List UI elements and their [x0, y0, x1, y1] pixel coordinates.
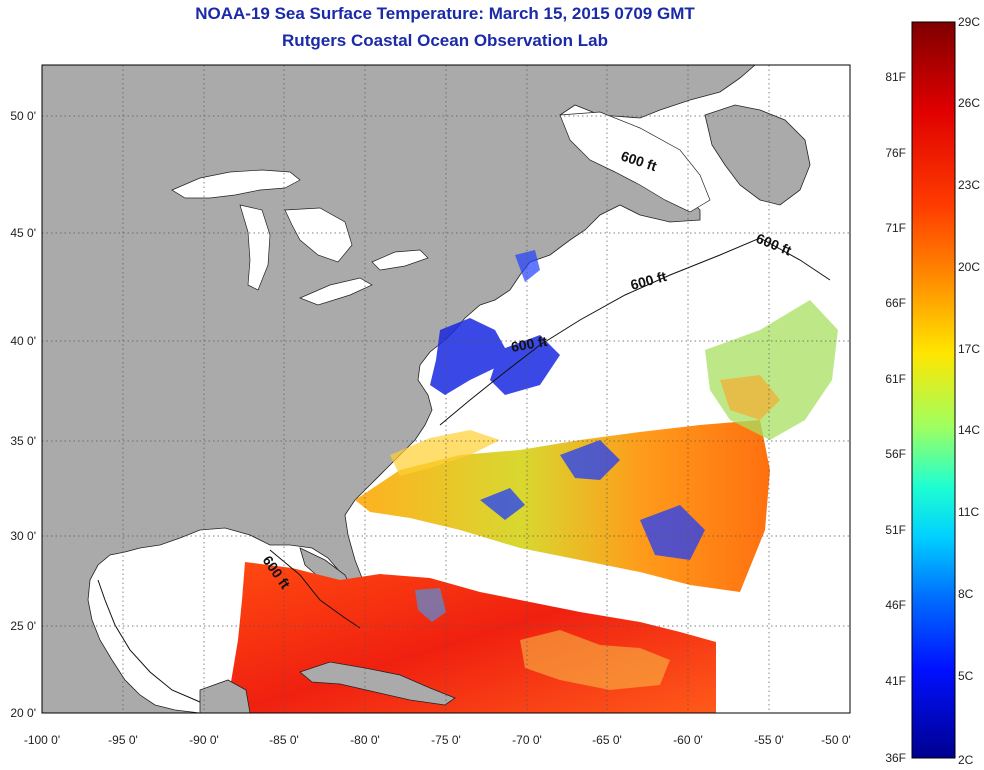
lat-tick-label: 20 0'	[10, 706, 36, 720]
celsius-label: 26C	[958, 96, 980, 110]
graticule	[42, 65, 850, 713]
lon-tick-label: -65 0'	[592, 733, 622, 747]
map-frame	[41, 64, 851, 714]
latitude-axis: 50 0' 45 0' 40 0' 35 0' 30 0' 25 0' 20 0…	[10, 109, 36, 720]
lat-tick-label: 45 0'	[10, 226, 36, 240]
lon-tick-label: -60 0'	[673, 733, 703, 747]
lon-tick-label: -75 0'	[431, 733, 461, 747]
sst-warm-patch-east	[520, 630, 670, 690]
sst-blue-eddies	[480, 440, 705, 560]
lon-tick-label: -70 0'	[512, 733, 542, 747]
fahrenheit-label: 71F	[885, 221, 906, 235]
sst-cool-patch-bahamas	[415, 588, 446, 622]
sst-gulf-stream-edge	[390, 430, 500, 476]
map-subtitle: Rutgers Coastal Ocean Observation Lab	[282, 31, 608, 50]
lat-tick-label: 30 0'	[10, 529, 36, 543]
longitude-axis: -100 0' -95 0' -90 0' -85 0' -80 0' -75 …	[24, 733, 851, 747]
colorbar-celsius-labels: 29C 26C 23C 20C 17C 14C 11C 8C 5C 2C	[958, 15, 980, 767]
contour-600ft-gulf	[97, 579, 201, 703]
land-newfoundland	[704, 104, 811, 206]
fahrenheit-label: 56F	[885, 447, 906, 461]
fahrenheit-label: 61F	[885, 372, 906, 386]
contour-600ft-florida	[269, 549, 361, 629]
fahrenheit-label: 81F	[885, 70, 906, 84]
fahrenheit-label: 66F	[885, 296, 906, 310]
lon-tick-label: -90 0'	[189, 733, 219, 747]
celsius-label: 23C	[958, 178, 980, 192]
fahrenheit-label: 41F	[885, 674, 906, 688]
fahrenheit-label: 36F	[885, 751, 906, 765]
contour-600ft	[439, 237, 831, 426]
lon-tick-label: -95 0'	[108, 733, 138, 747]
lake-erie-ontario	[299, 249, 429, 306]
celsius-label: 17C	[958, 342, 980, 356]
map-title: NOAA-19 Sea Surface Temperature: March 1…	[195, 4, 695, 23]
celsius-label: 8C	[958, 587, 974, 601]
land-yucatan	[199, 679, 251, 713]
lon-tick-label: -80 0'	[350, 733, 380, 747]
contour-label: 600 ft	[510, 333, 549, 355]
lat-tick-label: 50 0'	[10, 109, 36, 123]
colorbar-fahrenheit-labels: 81F 76F 71F 66F 61F 56F 51F 46F 41F 36F	[885, 70, 906, 765]
sst-northeast-warm	[720, 375, 780, 420]
land-cuba	[299, 661, 456, 706]
lat-tick-label: 25 0'	[10, 619, 36, 633]
celsius-label: 14C	[958, 423, 980, 437]
lon-tick-label: -85 0'	[269, 733, 299, 747]
sst-nearshore-cold	[430, 318, 560, 395]
celsius-label: 29C	[958, 15, 980, 29]
lon-tick-label: -100 0'	[24, 733, 60, 747]
celsius-label: 2C	[958, 753, 974, 767]
lat-tick-label: 40 0'	[10, 334, 36, 348]
sst-shelf-cold	[515, 250, 540, 282]
gulf-of-st-lawrence	[559, 111, 711, 213]
temperature-colorbar: 29C 26C 23C 20C 17C 14C 11C 8C 5C 2C 81F…	[885, 15, 980, 767]
fahrenheit-label: 76F	[885, 146, 906, 160]
lake-michigan-huron	[239, 204, 353, 291]
celsius-label: 11C	[958, 505, 979, 519]
fahrenheit-label: 51F	[885, 523, 906, 537]
colorbar-gradient	[911, 21, 956, 759]
fahrenheit-label: 46F	[885, 598, 906, 612]
lat-tick-label: 35 0'	[10, 434, 36, 448]
lon-tick-label: -55 0'	[754, 733, 784, 747]
celsius-label: 20C	[958, 260, 980, 274]
celsius-label: 5C	[958, 669, 974, 683]
lon-tick-label: -50 0'	[821, 733, 851, 747]
